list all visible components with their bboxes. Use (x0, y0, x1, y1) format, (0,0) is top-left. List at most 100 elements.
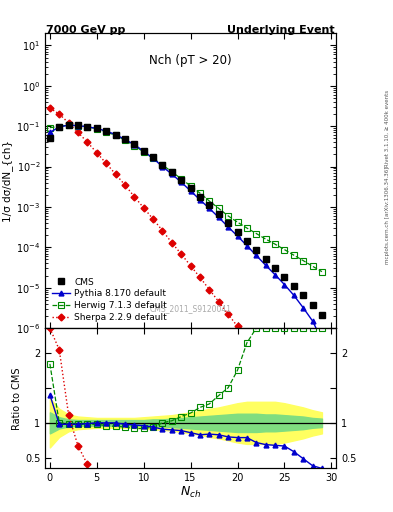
Pythia 8.170 default (57, 124, 62, 130)
CMS (198, 194, 202, 200)
Line: Pythia 8.170 default: Pythia 8.170 default (48, 123, 324, 343)
Herwig 7.1.3 default (254, 230, 259, 237)
Sherpa 2.2.9 default (254, 348, 259, 354)
Text: mcplots.cern.ch [arXiv:1306.34.36]: mcplots.cern.ch [arXiv:1306.34.36] (385, 166, 390, 264)
CMS (141, 147, 146, 154)
CMS (235, 229, 240, 235)
Pythia 8.170 default (320, 337, 324, 344)
Sherpa 2.2.9 default (160, 227, 165, 233)
CMS (244, 239, 249, 245)
Sherpa 2.2.9 default (292, 397, 296, 403)
Herwig 7.1.3 default (48, 124, 52, 131)
Pythia 8.170 default (169, 171, 174, 177)
CMS (151, 154, 156, 160)
Pythia 8.170 default (188, 188, 193, 194)
Sherpa 2.2.9 default (94, 150, 99, 156)
Text: CMS_2011_S9120041: CMS_2011_S9120041 (150, 304, 231, 313)
Pythia 8.170 default (254, 252, 259, 259)
Pythia 8.170 default (273, 272, 277, 278)
Herwig 7.1.3 default (320, 269, 324, 275)
Pythia 8.170 default (301, 305, 305, 311)
CMS (226, 220, 230, 226)
CMS (169, 169, 174, 176)
Line: Sherpa 2.2.9 default: Sherpa 2.2.9 default (48, 105, 324, 441)
Sherpa 2.2.9 default (169, 240, 174, 246)
CMS (48, 135, 52, 141)
CMS (301, 292, 305, 298)
Herwig 7.1.3 default (244, 225, 249, 231)
Line: CMS: CMS (47, 122, 325, 318)
Herwig 7.1.3 default (132, 142, 137, 148)
Herwig 7.1.3 default (207, 198, 212, 204)
Pythia 8.170 default (310, 318, 315, 324)
Pythia 8.170 default (217, 215, 221, 221)
Herwig 7.1.3 default (198, 190, 202, 196)
Herwig 7.1.3 default (141, 149, 146, 155)
Herwig 7.1.3 default (169, 169, 174, 175)
Sherpa 2.2.9 default (235, 324, 240, 330)
Sherpa 2.2.9 default (141, 205, 146, 211)
Sherpa 2.2.9 default (132, 194, 137, 200)
Sherpa 2.2.9 default (301, 410, 305, 416)
CMS (273, 265, 277, 271)
CMS (57, 123, 62, 130)
Herwig 7.1.3 default (57, 123, 62, 130)
Sherpa 2.2.9 default (282, 386, 287, 392)
Pythia 8.170 default (66, 122, 71, 128)
Herwig 7.1.3 default (113, 133, 118, 139)
Sherpa 2.2.9 default (66, 120, 71, 126)
Pythia 8.170 default (76, 122, 81, 129)
Herwig 7.1.3 default (301, 258, 305, 264)
Herwig 7.1.3 default (179, 176, 184, 182)
CMS (292, 283, 296, 289)
CMS (132, 141, 137, 147)
CMS (217, 211, 221, 217)
CMS (179, 177, 184, 183)
Sherpa 2.2.9 default (113, 171, 118, 177)
Text: Nch (pT > 20): Nch (pT > 20) (149, 54, 232, 67)
CMS (254, 247, 259, 253)
Herwig 7.1.3 default (104, 129, 108, 135)
CMS (76, 122, 81, 129)
Herwig 7.1.3 default (235, 219, 240, 225)
Pythia 8.170 default (226, 224, 230, 230)
CMS (310, 302, 315, 308)
Pythia 8.170 default (104, 128, 108, 134)
Text: 7000 GeV pp: 7000 GeV pp (46, 25, 126, 35)
Pythia 8.170 default (85, 124, 90, 130)
Herwig 7.1.3 default (76, 122, 81, 129)
Herwig 7.1.3 default (282, 246, 287, 252)
Herwig 7.1.3 default (94, 126, 99, 132)
CMS (85, 123, 90, 130)
CMS (188, 185, 193, 191)
CMS (94, 125, 99, 132)
Sherpa 2.2.9 default (57, 111, 62, 117)
Herwig 7.1.3 default (85, 124, 90, 130)
Sherpa 2.2.9 default (151, 216, 156, 222)
Pythia 8.170 default (160, 163, 165, 169)
Herwig 7.1.3 default (273, 241, 277, 247)
Sherpa 2.2.9 default (263, 361, 268, 367)
Sherpa 2.2.9 default (104, 160, 108, 166)
Herwig 7.1.3 default (263, 236, 268, 242)
Text: Underlying Event: Underlying Event (227, 25, 335, 35)
Sherpa 2.2.9 default (310, 423, 315, 429)
CMS (263, 255, 268, 262)
Pythia 8.170 default (113, 132, 118, 138)
Pythia 8.170 default (123, 136, 127, 142)
Pythia 8.170 default (132, 141, 137, 147)
CMS (207, 202, 212, 208)
Herwig 7.1.3 default (151, 155, 156, 161)
Herwig 7.1.3 default (310, 263, 315, 269)
Sherpa 2.2.9 default (273, 373, 277, 379)
Sherpa 2.2.9 default (85, 139, 90, 145)
Sherpa 2.2.9 default (179, 251, 184, 257)
Sherpa 2.2.9 default (188, 263, 193, 269)
Sherpa 2.2.9 default (244, 335, 249, 342)
Text: Rivet 3.1.10, ≥ 400k events: Rivet 3.1.10, ≥ 400k events (385, 90, 390, 166)
CMS (113, 132, 118, 138)
Sherpa 2.2.9 default (123, 182, 127, 188)
CMS (320, 312, 324, 318)
X-axis label: $N_{ch}$: $N_{ch}$ (180, 485, 201, 500)
Herwig 7.1.3 default (160, 162, 165, 168)
